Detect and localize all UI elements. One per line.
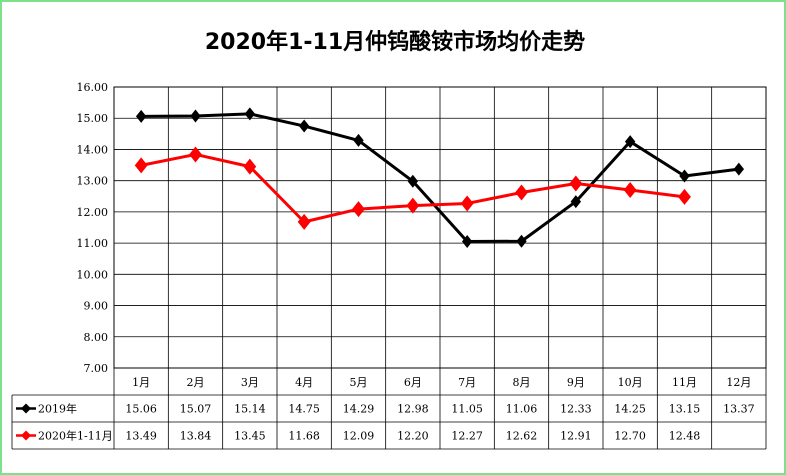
- data-point: [516, 234, 527, 248]
- data-point: [624, 135, 636, 149]
- data-table-value: 13.45: [234, 430, 266, 443]
- data-point: [135, 109, 147, 123]
- data-table-value: 15.14: [234, 403, 266, 416]
- x-tick-label: 11月: [672, 376, 697, 389]
- y-tick-label: 12.00: [77, 206, 109, 219]
- data-point: [678, 188, 691, 205]
- x-tick-label: 9月: [567, 376, 585, 389]
- data-point: [623, 182, 637, 199]
- x-tick-label: 5月: [350, 376, 368, 389]
- y-tick-label: 16.00: [77, 81, 109, 94]
- y-tick-label: 11.00: [77, 237, 109, 250]
- x-tick-label: 12月: [726, 376, 751, 389]
- data-point: [461, 235, 473, 249]
- data-point: [298, 119, 310, 133]
- series-line: [141, 112, 740, 244]
- data-point: [189, 146, 202, 163]
- legend-marker: [21, 403, 31, 414]
- y-axis: 7.00 8.00 9.00 10.00 11.00 12.00 13.00 14.00 15.…: [77, 81, 109, 375]
- data-table-value: 15.07: [180, 403, 212, 416]
- data-point: [352, 201, 365, 218]
- data-table-value: 12.91: [560, 430, 592, 443]
- x-tick-label: 6月: [404, 376, 422, 389]
- data-point: [407, 174, 419, 188]
- data-table-value: 12.33: [560, 403, 592, 416]
- data-table-value: 12.98: [397, 403, 429, 416]
- data-point: [134, 157, 148, 174]
- data-point: [353, 133, 364, 147]
- x-tick-label: 7月: [458, 376, 476, 389]
- legend-marker: [21, 430, 31, 441]
- x-tick-label: 2月: [187, 376, 205, 389]
- data-point: [297, 213, 311, 230]
- data-point: [190, 109, 201, 123]
- series-lines: [134, 107, 745, 249]
- legend-label: 2019年: [38, 402, 77, 416]
- data-point: [679, 169, 690, 183]
- grid: [113, 86, 767, 369]
- x-tick-label: 8月: [513, 376, 531, 389]
- data-table-value: 13.84: [180, 430, 212, 443]
- y-tick-label: 14.00: [77, 143, 109, 156]
- data-table-value: 11.05: [451, 403, 483, 416]
- data-table-value: 11.06: [506, 403, 538, 416]
- data-point: [569, 175, 583, 192]
- chart-title: 2020年1-11月仲钨酸铵市场均价走势: [204, 30, 586, 55]
- y-tick-label: 7.00: [84, 362, 109, 375]
- data-table-value: 11.68: [288, 430, 320, 443]
- data-point: [570, 195, 582, 209]
- data-point: [406, 197, 420, 214]
- data-table-value: 12.09: [343, 430, 375, 443]
- data-point: [515, 184, 528, 201]
- data-point: [460, 195, 474, 212]
- data-table-value: 12.20: [397, 430, 429, 443]
- x-tick-label: 10月: [618, 376, 643, 389]
- x-tick-label: 3月: [241, 376, 259, 389]
- y-tick-label: 15.00: [77, 112, 109, 125]
- data-table-value: 12.27: [451, 430, 483, 443]
- data-table-value: 13.37: [723, 403, 755, 416]
- data-table-value: 12.62: [506, 430, 538, 443]
- data-point: [244, 107, 256, 121]
- data-table-value: 13.49: [125, 430, 157, 443]
- data-table: 1月 2月 3月 4月 5月 6月 7月 8月 9月 10月 11月 12月 2019年 15.06 15.…: [11, 368, 767, 450]
- x-tick-label: 1月: [132, 376, 150, 389]
- data-table-value: 12.70: [614, 430, 646, 443]
- y-tick-label: 8.00: [84, 331, 109, 344]
- data-table-value: 14.29: [343, 403, 375, 416]
- data-table-value: 14.75: [288, 403, 320, 416]
- data-table-value: 14.25: [614, 403, 646, 416]
- y-tick-label: 10.00: [77, 268, 109, 281]
- y-tick-label: 13.00: [77, 175, 109, 188]
- data-table-value: 15.06: [125, 403, 157, 416]
- data-point: [243, 158, 257, 175]
- x-tick-label: 4月: [295, 376, 313, 389]
- data-table-value: 12.48: [669, 430, 701, 443]
- legend-label: 2020年1-11月: [38, 429, 113, 443]
- data-table-value: 13.15: [669, 403, 701, 416]
- y-tick-label: 9.00: [84, 300, 109, 313]
- data-point: [733, 162, 745, 176]
